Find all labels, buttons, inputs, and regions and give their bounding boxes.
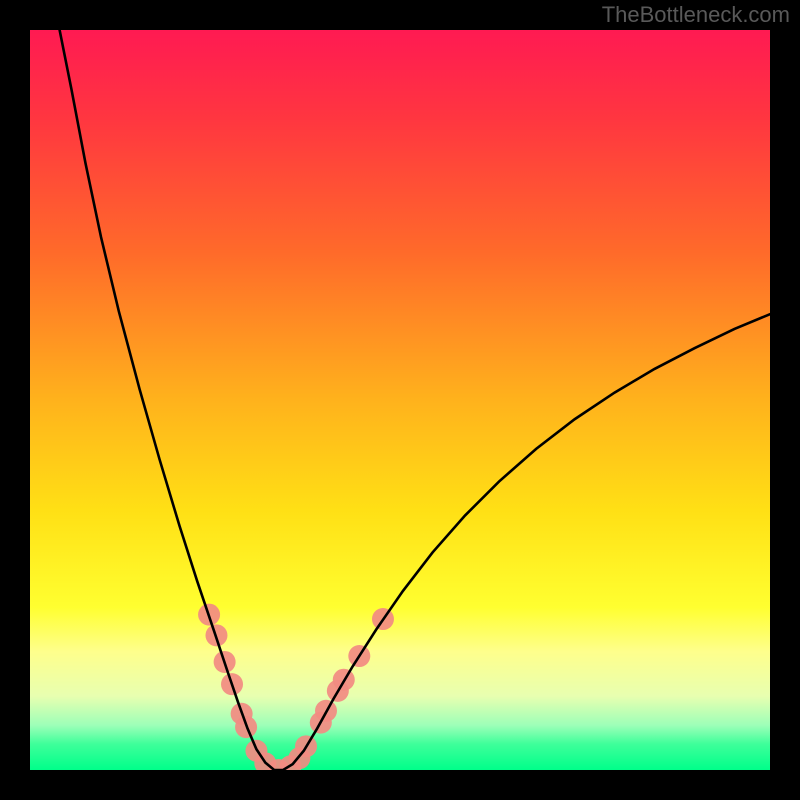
chart-svg xyxy=(0,0,800,800)
chart-container: TheBottleneck.com xyxy=(0,0,800,800)
chart-background xyxy=(30,30,770,770)
